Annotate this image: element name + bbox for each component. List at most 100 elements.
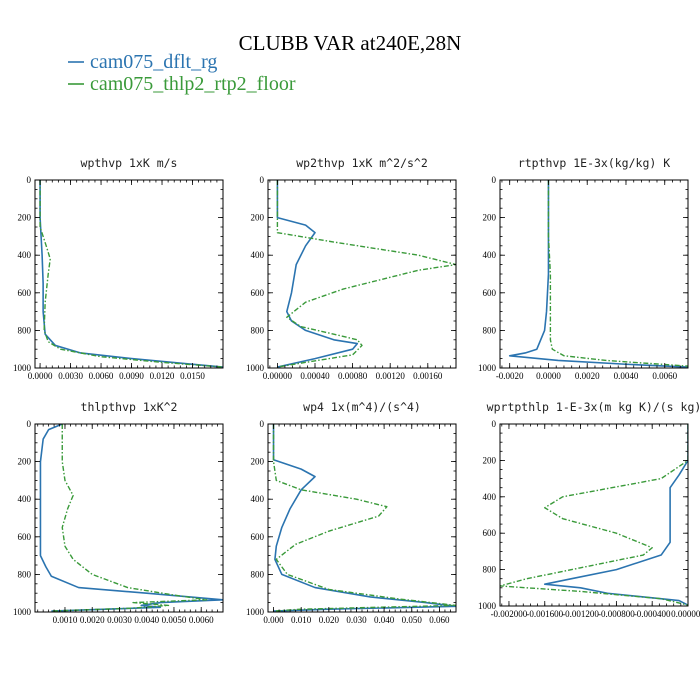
x-tick-label: -0.001200	[562, 609, 599, 619]
y-tick-label: 0	[27, 175, 32, 185]
y-tick-label: 400	[251, 494, 265, 504]
legend-label-2: cam075_thlp2_rtp2_floor	[90, 73, 296, 95]
y-tick-label: 400	[251, 250, 265, 260]
x-tick-label: 0.0040	[134, 615, 159, 625]
series-line-2	[500, 424, 688, 606]
y-tick-label: 200	[483, 213, 497, 223]
y-tick-label: 600	[18, 532, 32, 542]
x-tick-label: -0.0020	[496, 371, 524, 381]
y-tick-label: 0	[260, 419, 265, 429]
y-tick-label: 400	[18, 250, 32, 260]
panel-title: wp4 1x(m^4)/(s^4)	[303, 400, 421, 414]
x-tick-label: 0.0000	[536, 371, 561, 381]
y-tick-label: 800	[483, 565, 497, 575]
series-line-1	[39, 424, 223, 612]
x-tick-label: 0.0020	[80, 615, 105, 625]
y-tick-label: 600	[251, 288, 265, 298]
panel-title: wp2thvp 1xK m^2/s^2	[296, 156, 428, 170]
x-tick-label: 0.00080	[338, 371, 368, 381]
x-tick-label: 0.00160	[413, 371, 443, 381]
y-tick-label: 200	[251, 457, 265, 467]
x-tick-label: 0.0060	[189, 615, 214, 625]
series-line-1	[276, 180, 359, 368]
panel-title: thlpthvp 1xK^2	[81, 400, 178, 414]
series-line-2	[547, 180, 688, 367]
y-tick-label: 0	[260, 175, 265, 185]
y-tick-label: 200	[483, 455, 497, 465]
y-tick-label: 200	[18, 213, 32, 223]
x-tick-label: 0.0030	[107, 615, 132, 625]
x-tick-label: 0.0050	[162, 615, 187, 625]
x-tick-label: -0.000400	[634, 609, 671, 619]
legend: cam075_dflt_rg cam075_thlp2_rtp2_floor	[68, 51, 296, 95]
y-tick-label: 1000	[478, 601, 497, 611]
panel-2: wp2thvp 1xK m^2/s^2020040060080010000.00…	[246, 156, 457, 381]
y-tick-label: 0	[492, 419, 497, 429]
series-line-2	[51, 424, 208, 612]
panel-title: rtpthvp 1E-3x(kg/kg) K	[518, 156, 670, 170]
series-line-1	[543, 424, 688, 606]
y-tick-label: 400	[18, 494, 32, 504]
y-tick-label: 1000	[246, 607, 265, 617]
y-tick-label: 600	[18, 288, 32, 298]
x-tick-label: 0.0120	[150, 371, 175, 381]
panel-3: rtpthvp 1E-3x(kg/kg) K 0 200 400 600 800 1000-…	[478, 156, 689, 381]
x-tick-label: 0.00120	[376, 371, 406, 381]
y-tick-label: 800	[483, 325, 497, 335]
series-line-2	[39, 180, 223, 368]
panel-6: wprtpthlp 1-E-3x(m kg K)/(s kg) 0 200 400 60…	[478, 400, 700, 619]
x-tick-label: 0.0020	[575, 371, 600, 381]
x-tick-label: 0.040	[374, 615, 395, 625]
panel-title: wprtpthlp 1-E-3x(m kg K)/(s kg)	[487, 400, 700, 414]
x-tick-label: 0.0000	[28, 371, 53, 381]
series-line-2	[272, 424, 456, 612]
legend-label-1: cam075_dflt_rg	[90, 51, 217, 73]
y-tick-label: 200	[251, 213, 265, 223]
y-tick-label: 600	[483, 288, 497, 298]
x-tick-label: 0.00040	[300, 371, 330, 381]
x-tick-label: 0.020	[319, 615, 340, 625]
x-tick-label: 0.0060	[89, 371, 114, 381]
y-tick-label: 600	[251, 532, 265, 542]
x-tick-label: 0.030	[346, 615, 367, 625]
y-tick-label: 1000	[13, 607, 32, 617]
y-tick-label: 1000	[246, 363, 265, 373]
y-tick-label: 600	[483, 528, 497, 538]
panel-title: wpthvp 1xK m/s	[81, 156, 178, 170]
y-tick-label: 800	[18, 569, 32, 579]
x-tick-label: 0.0040	[614, 371, 639, 381]
y-tick-label: 400	[483, 250, 497, 260]
x-tick-label: 0.000	[263, 615, 284, 625]
y-tick-label: 200	[18, 457, 32, 467]
y-tick-label: 1000	[478, 363, 497, 373]
figure-title: CLUBB VAR at240E,28N	[239, 31, 462, 55]
x-tick-label: 0.050	[402, 615, 423, 625]
y-tick-label: 800	[251, 325, 265, 335]
series-line-1	[39, 180, 223, 368]
y-tick-label: 800	[18, 325, 32, 335]
y-tick-label: 800	[251, 569, 265, 579]
series-line-1	[508, 180, 688, 368]
y-tick-label: 0	[27, 419, 32, 429]
x-tick-label: 0.0030	[58, 371, 83, 381]
x-tick-label: 0.0150	[180, 371, 205, 381]
y-tick-label: 1000	[13, 363, 32, 373]
series-line-1	[272, 424, 456, 612]
y-tick-label: 0	[492, 175, 497, 185]
x-tick-label: 0.0010	[53, 615, 78, 625]
series-line-2	[276, 180, 456, 368]
x-tick-label: 0.0090	[119, 371, 144, 381]
x-tick-label: -0.000800	[598, 609, 635, 619]
x-tick-label: 0.060	[429, 615, 450, 625]
y-tick-label: 400	[483, 492, 497, 502]
x-tick-label: 0.010	[291, 615, 312, 625]
x-tick-label: 0.0060	[652, 371, 677, 381]
x-tick-label: -0.002000	[491, 609, 528, 619]
x-tick-label: 0.00000	[263, 371, 293, 381]
